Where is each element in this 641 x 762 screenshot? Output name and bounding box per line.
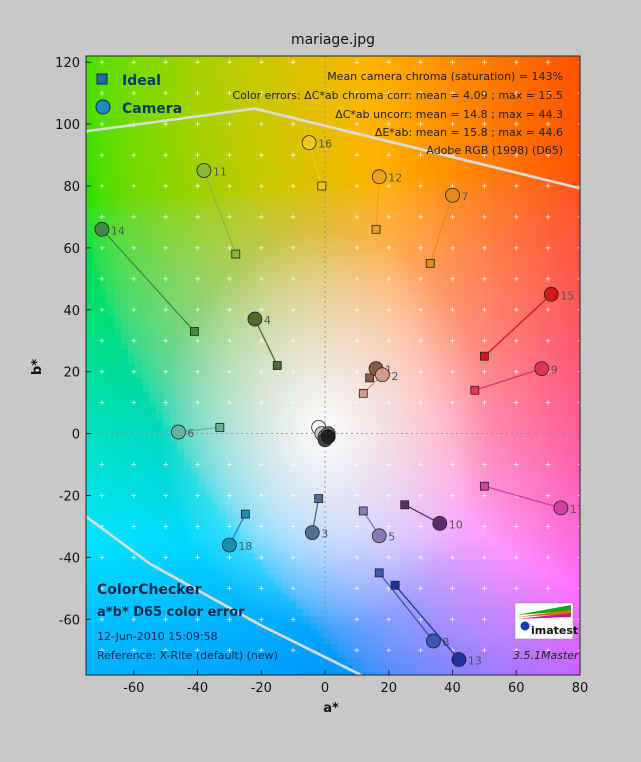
chart-title: mariage.jpg <box>291 32 375 48</box>
